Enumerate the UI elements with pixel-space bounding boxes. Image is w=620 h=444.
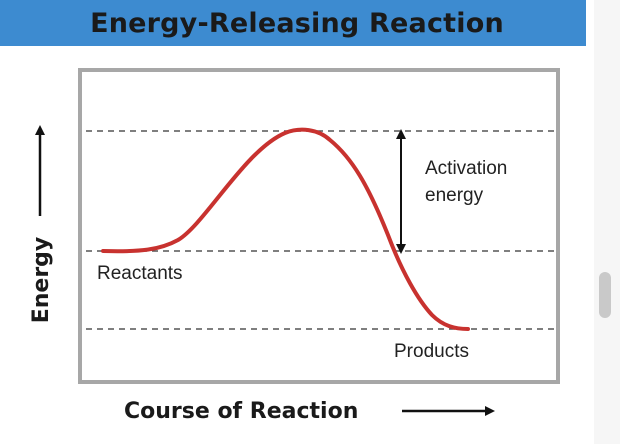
title-banner: Energy-Releasing Reaction [0,0,586,46]
energy-axis-label: Energy [29,237,54,324]
plot-frame [78,68,560,384]
energy-diagram: Activation energy Reactants Products Ene… [29,68,560,424]
course-axis-label: Course of Reaction [124,399,358,424]
activation-energy-label-line2: energy [425,185,484,206]
products-label: Products [394,341,469,362]
diagram-title: Energy-Releasing Reaction [90,7,504,39]
scrollbar-thumb[interactable] [599,272,611,318]
energy-curve [101,127,470,331]
reactants-label: Reactants [97,263,183,284]
scrollbar-track[interactable] [594,0,620,444]
activation-energy-label-line1: Activation [425,158,507,179]
